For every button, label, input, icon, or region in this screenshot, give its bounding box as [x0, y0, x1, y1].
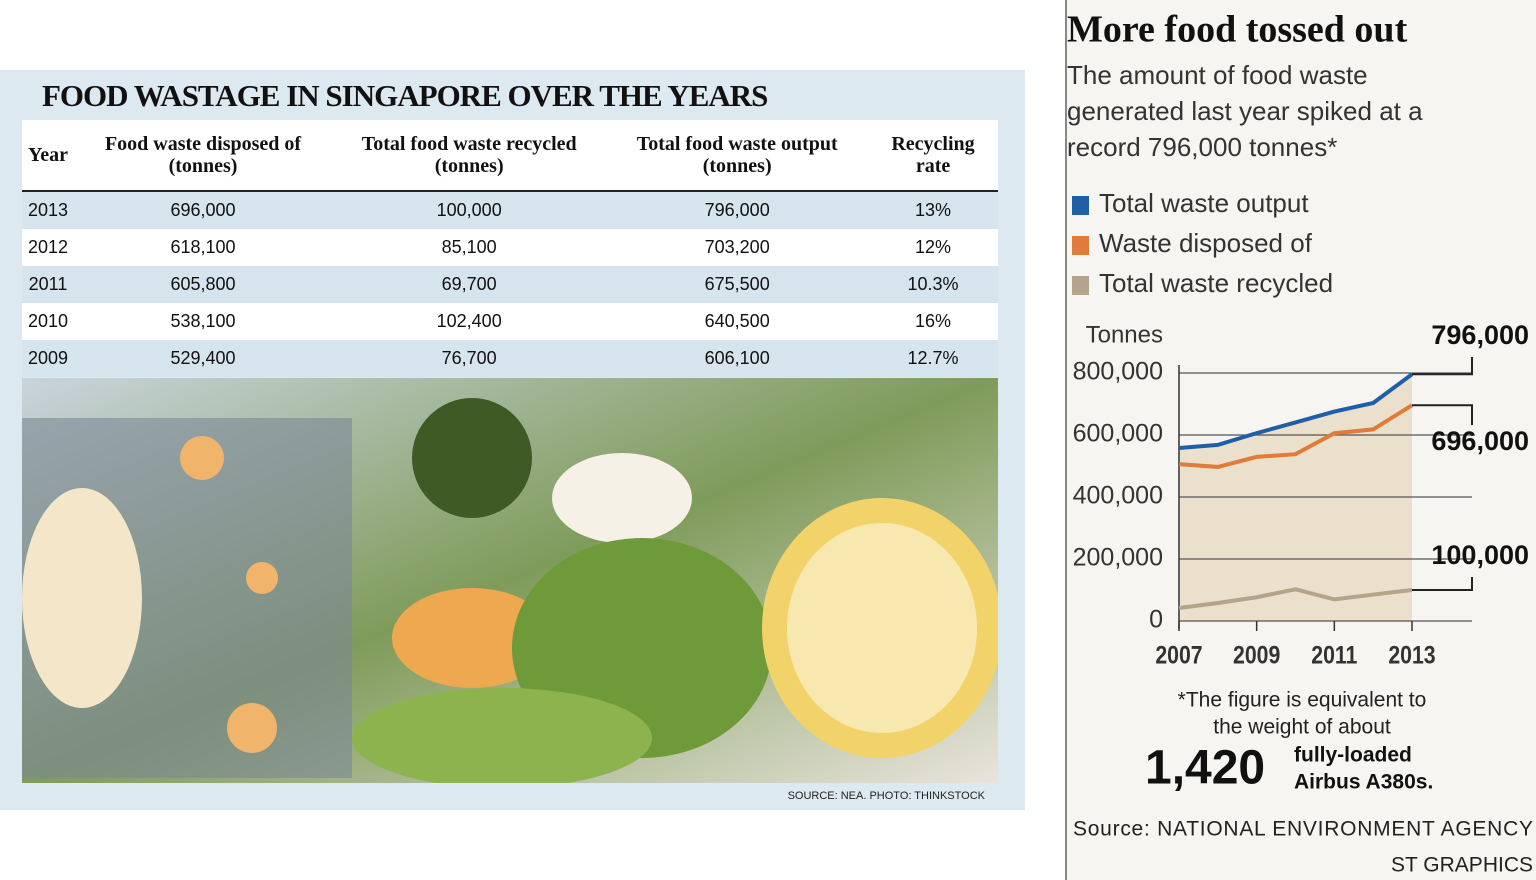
subtitle: generated last year spiked at a: [1067, 96, 1423, 126]
table-cell: 69,700: [332, 266, 607, 303]
column-header: Total food waste output (tonnes): [606, 120, 869, 192]
footnote: the weight of about: [1213, 716, 1391, 739]
end-label: 100,000: [1431, 540, 1529, 570]
legend-swatch: [1072, 196, 1089, 215]
series-line: [1178, 587, 1413, 610]
table-cell: 538,100: [73, 303, 333, 340]
table-cell: 100,000: [332, 191, 607, 229]
table-cell: 2011: [22, 266, 74, 303]
column-header: Food waste disposed of (tonnes): [73, 120, 333, 192]
footnote: *The figure is equivalent to: [1178, 689, 1427, 712]
legend-label: Total waste output: [1099, 188, 1309, 218]
table-cell: 85,100: [332, 229, 607, 266]
table-panel: FOOD WASTAGE IN SINGAPORE OVER THE YEARS…: [0, 70, 1025, 810]
table-cell: 12.7%: [868, 340, 998, 377]
legend-label: Total waste recycled: [1099, 268, 1333, 298]
column-header: Year: [22, 120, 74, 192]
y-tick-label: 200,000: [1073, 544, 1163, 572]
photo: [22, 378, 998, 783]
table-cell: 703,200: [606, 229, 869, 266]
y-tick-label: 0: [1149, 606, 1163, 634]
table-cell: 605,800: [73, 266, 333, 303]
y-tick-label: 400,000: [1073, 482, 1163, 510]
table-cell: 12%: [868, 229, 998, 266]
table-cell: 606,100: [606, 340, 869, 377]
table-row: 2009 529,400 76,700 606,100 12.7%: [22, 340, 998, 377]
table-cell: 640,500: [606, 303, 869, 340]
chart: More food tossed out The amount of food …: [1065, 0, 1536, 880]
table-row: 2011 605,800 69,700 675,500 10.3%: [22, 266, 998, 303]
legend-label: Waste disposed of: [1099, 228, 1313, 258]
chart-title: More food tossed out: [1067, 9, 1408, 51]
column-header: Total food waste recycled (tonnes): [332, 120, 607, 192]
subtitle: record 796,000 tonnes*: [1067, 132, 1337, 162]
end-label: 796,000: [1431, 320, 1529, 350]
table-cell: 2012: [22, 229, 74, 266]
area: [1179, 374, 1412, 621]
callout-line: [1412, 357, 1473, 376]
data-table: Year Food waste disposed of (tonnes) Total…: [22, 120, 998, 377]
y-axis-label: Tonnes: [1086, 321, 1163, 348]
table-cell: 16%: [868, 303, 998, 340]
series-line: [1178, 372, 1414, 451]
table-cell: 696,000: [73, 191, 333, 229]
table-row: 2010 538,100 102,400 640,500 16%: [22, 303, 998, 340]
table-cell: 529,400: [73, 340, 333, 377]
highlight-number: 1,420: [1145, 742, 1265, 795]
x-tick-label: 2009: [1233, 641, 1280, 669]
header-row: Year Food waste disposed of (tonnes) Total…: [22, 120, 998, 192]
callout-line: [1412, 577, 1473, 591]
highlight-text: fully-loaded: [1294, 744, 1412, 767]
table-cell: 675,500: [606, 266, 869, 303]
end-label: 696,000: [1431, 426, 1529, 456]
table-cell: 10.3%: [868, 266, 998, 303]
x-tick-label: 2011: [1311, 641, 1357, 669]
table-title: FOOD WASTAGE IN SINGAPORE OVER THE YEARS: [42, 78, 768, 113]
table-row: 2013 696,000 100,000 796,000 13%: [22, 191, 998, 229]
series-line: [1178, 403, 1414, 469]
y-tick-label: 800,000: [1073, 358, 1163, 386]
table-cell: 102,400: [332, 303, 607, 340]
source: Source: NATIONAL ENVIRONMENT AGENCY: [1073, 818, 1533, 841]
subtitle: The amount of food waste: [1067, 60, 1368, 90]
legend-swatch: [1072, 236, 1089, 255]
table-source: SOURCE: NEA. PHOTO: THINKSTOCK: [787, 790, 985, 802]
table-body: 2013 696,000 100,000 796,000 13% 2012 618,100 8…: [22, 191, 998, 377]
column-header: Recycling rate: [868, 120, 998, 192]
highlight-text: Airbus A380s.: [1294, 771, 1433, 794]
table-cell: 13%: [868, 191, 998, 229]
x-tick-label: 2007: [1155, 641, 1202, 669]
table-row: 2012 618,100 85,100 703,200 12%: [22, 229, 998, 266]
table-cell: 618,100: [73, 229, 333, 266]
table-cell: 2009: [22, 340, 74, 377]
table-cell: 76,700: [332, 340, 607, 377]
y-tick-label: 600,000: [1073, 420, 1163, 448]
table-cell: 2010: [22, 303, 74, 340]
table-cell: 2013: [22, 191, 74, 229]
x-tick-label: 2013: [1388, 641, 1435, 669]
credit: ST GRAPHICS: [1391, 854, 1533, 877]
legend-swatch: [1072, 276, 1089, 295]
callout-line: [1412, 404, 1473, 425]
table-cell: 796,000: [606, 191, 869, 229]
